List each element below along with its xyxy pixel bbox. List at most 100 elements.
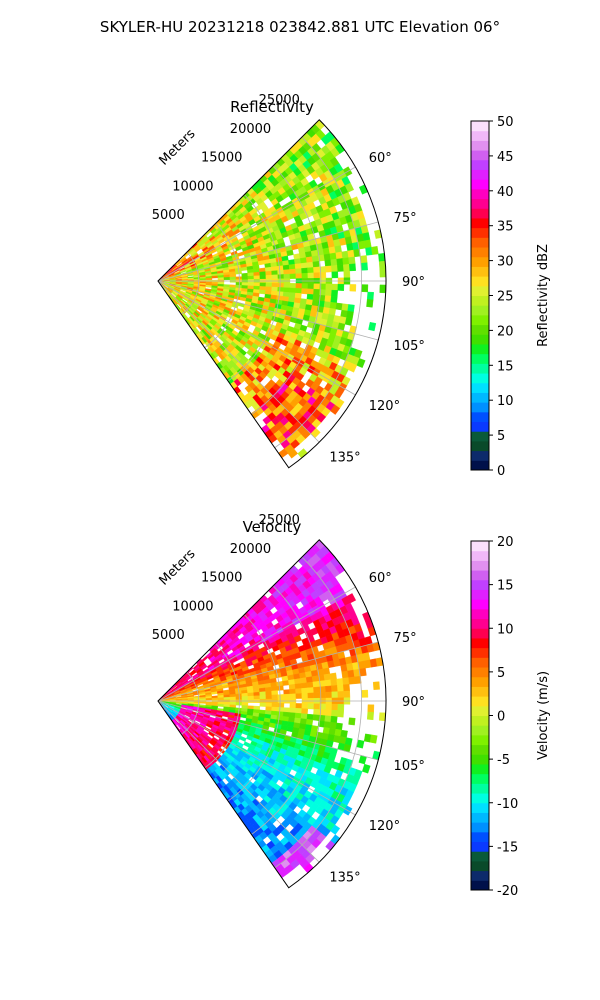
radar-cell xyxy=(241,696,249,700)
radar-cell xyxy=(289,283,297,289)
colorbar-band xyxy=(471,169,489,180)
radar-cell xyxy=(282,264,290,271)
colorbar-band xyxy=(471,130,489,141)
azimuth-spoke xyxy=(157,586,356,702)
radar-cell xyxy=(265,690,273,696)
radar-cell xyxy=(336,678,344,686)
radar-cell xyxy=(368,321,377,332)
radar-cell xyxy=(343,690,351,698)
radar-cell xyxy=(329,672,337,681)
range-tick-label: 25000 xyxy=(259,93,300,108)
radar-cell xyxy=(323,721,331,729)
radar-cell xyxy=(349,263,356,272)
azimuth-tick-label: 105° xyxy=(394,339,425,354)
radar-cell xyxy=(265,270,273,276)
radar-cell xyxy=(286,725,294,733)
radar-cell xyxy=(282,680,290,686)
radar-cell xyxy=(288,259,296,266)
colorbar-band xyxy=(471,831,489,843)
colorbar-tick-label: 30 xyxy=(497,255,514,270)
radar-cell xyxy=(199,701,207,704)
radar-cell xyxy=(265,706,273,712)
radar-cell xyxy=(235,276,243,280)
radar-cell xyxy=(270,266,278,272)
range-ring xyxy=(204,223,240,349)
radar-cell xyxy=(240,713,248,719)
radar-cell xyxy=(312,261,320,268)
radar-cell xyxy=(295,688,303,694)
radar-cell xyxy=(324,295,332,303)
radar-cell xyxy=(307,288,314,295)
radar-cell xyxy=(313,283,321,290)
colorbar-band xyxy=(471,579,489,590)
radar-cell xyxy=(253,282,261,287)
radar-cell xyxy=(241,276,249,280)
range-ring xyxy=(274,556,362,869)
radar-cell xyxy=(307,687,314,694)
radar-cell xyxy=(343,684,350,692)
colorbar-band xyxy=(471,744,489,755)
radar-cell xyxy=(307,283,315,290)
radar-cell xyxy=(271,286,279,292)
velocity-panel: Velocity Meters 5000 10000 15000 20000 2… xyxy=(152,513,551,899)
radar-cell xyxy=(289,693,297,699)
radar-cell xyxy=(289,703,297,709)
range-tick-label: 15000 xyxy=(201,151,242,166)
radar-cell xyxy=(367,704,375,713)
velocity-radial-label: Meters xyxy=(157,546,199,588)
colorbar-band xyxy=(471,783,489,794)
radar-cell xyxy=(247,282,255,287)
range-ring xyxy=(227,194,281,382)
radar-cell xyxy=(259,695,267,700)
colorbar-band xyxy=(471,353,489,364)
radar-cell xyxy=(283,707,291,713)
colorbar-band xyxy=(471,754,489,765)
azimuth-tick-label: 120° xyxy=(369,399,400,414)
colorbar-tick-label: -5 xyxy=(497,753,510,768)
reflectivity-title: Reflectivity xyxy=(230,98,314,116)
radar-cell xyxy=(247,275,255,280)
radar-cell xyxy=(341,250,349,259)
radar-cell xyxy=(325,283,333,291)
radar-cell xyxy=(268,722,277,729)
radar-cell xyxy=(247,692,255,697)
radar-cell xyxy=(295,703,303,709)
radar-cell xyxy=(325,709,332,717)
radar-cell xyxy=(264,266,272,272)
radar-cell xyxy=(363,239,372,249)
radar-cell xyxy=(329,252,337,261)
colorbar-band xyxy=(471,411,489,423)
colorbar-band xyxy=(471,363,489,374)
colorbar-band xyxy=(471,705,489,716)
colorbar-band xyxy=(471,188,489,200)
radar-cell xyxy=(294,263,302,270)
reflectivity-sector-outline xyxy=(157,119,387,469)
radar-cell xyxy=(301,687,309,694)
radar-cell xyxy=(325,703,333,711)
radar-cell xyxy=(253,271,261,277)
radar-cell xyxy=(289,287,297,294)
radar-cell xyxy=(361,763,371,774)
radar-cell xyxy=(313,288,320,296)
radar-cell xyxy=(294,712,302,719)
radar-cell xyxy=(205,697,213,701)
velocity-colorbar: -20 -15 -10 -5 0 5 10 15 20 Velocity (m/… xyxy=(470,535,551,899)
radar-cell xyxy=(361,262,368,271)
radar-cell xyxy=(253,275,261,280)
range-tick-label: 5000 xyxy=(152,628,185,643)
radar-cell xyxy=(294,683,302,690)
radar-cell xyxy=(305,676,314,683)
radar-cell xyxy=(337,264,344,272)
radar-cell xyxy=(366,711,374,721)
range-tick-label: 10000 xyxy=(172,179,213,194)
radar-cell xyxy=(306,681,314,689)
colorbar-band xyxy=(471,696,489,707)
azimuth-spoke xyxy=(157,221,379,282)
velocity-grid xyxy=(157,556,386,869)
radar-cell xyxy=(366,291,374,301)
radar-cell xyxy=(348,676,356,685)
radar-cell xyxy=(253,691,261,697)
radar-cell xyxy=(295,283,303,289)
radar-cell xyxy=(331,709,338,717)
